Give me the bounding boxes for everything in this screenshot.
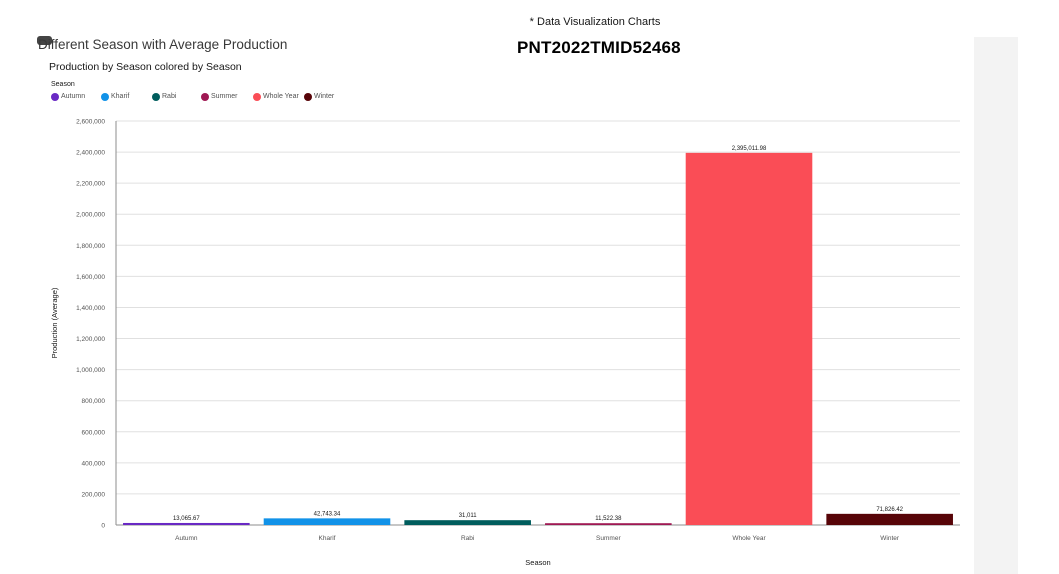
data-label-autumn: 13,065.67 <box>173 516 200 522</box>
bar-autumn <box>123 522 250 525</box>
x-tick-label: Whole Year <box>732 535 766 542</box>
project-id: PNT2022TMID52468 <box>517 38 681 57</box>
data-label-whole-year: 2,395,011.98 <box>732 146 767 152</box>
x-tick-label: Rabi <box>461 535 474 542</box>
bar-summer <box>545 523 672 525</box>
y-tick-label: 1,400,000 <box>76 305 105 312</box>
x-tick-label: Autumn <box>175 535 198 542</box>
y-tick-label: 400,000 <box>82 460 106 467</box>
y-tick-label: 2,400,000 <box>76 150 105 157</box>
y-tick-label: 200,000 <box>82 491 106 498</box>
y-tick-label: 600,000 <box>82 429 106 436</box>
bar-kharif <box>263 518 391 525</box>
top-note: * Data Visualization Charts <box>529 16 661 28</box>
y-tick-label: 2,000,000 <box>76 212 105 219</box>
legend-label: Rabi <box>162 93 177 100</box>
y-tick-label: 2,600,000 <box>76 119 105 126</box>
legend-swatch-icon <box>253 93 261 101</box>
chart-title: Production by Season colored by Season <box>49 61 242 73</box>
bar-rabi <box>404 520 531 525</box>
legend-swatch-icon <box>304 93 312 101</box>
legend-label: Whole Year <box>263 93 299 100</box>
drag-handle-icon[interactable] <box>37 36 52 45</box>
y-tick-label: 1,200,000 <box>76 336 105 343</box>
legend-label: Autumn <box>61 93 86 100</box>
x-axis-title: Season <box>525 558 550 567</box>
data-label-winter: 71,826.42 <box>876 507 903 513</box>
data-label-summer: 11,522.38 <box>595 516 622 522</box>
legend-swatch-icon <box>51 93 59 101</box>
y-tick-label: 0 <box>101 523 105 530</box>
y-tick-label: 1,000,000 <box>76 367 105 374</box>
legend-label: Kharif <box>111 93 130 100</box>
y-tick-label: 1,600,000 <box>76 274 105 281</box>
y-axis-title: Production (Average) <box>50 287 59 358</box>
y-tick-label: 800,000 <box>82 398 106 405</box>
bar-whole-year <box>685 152 813 525</box>
legend-swatch-icon <box>201 93 209 101</box>
x-tick-label: Winter <box>880 535 900 542</box>
x-tick-label: Kharif <box>319 535 336 542</box>
data-label-kharif: 42,743.34 <box>314 511 341 517</box>
legend-title: Season <box>51 81 75 88</box>
x-tick-label: Summer <box>596 535 621 542</box>
right-side-panel <box>974 37 1018 574</box>
y-tick-label: 1,800,000 <box>76 243 105 250</box>
bar-winter <box>826 513 953 525</box>
legend-swatch-icon <box>152 93 160 101</box>
legend-swatch-icon <box>101 93 109 101</box>
data-label-rabi: 31,011 <box>459 513 478 519</box>
card-title: Different Season with Average Production <box>38 37 288 52</box>
legend-label: Winter <box>314 93 335 100</box>
y-tick-label: 2,200,000 <box>76 181 105 188</box>
legend-label: Summer <box>211 93 238 100</box>
